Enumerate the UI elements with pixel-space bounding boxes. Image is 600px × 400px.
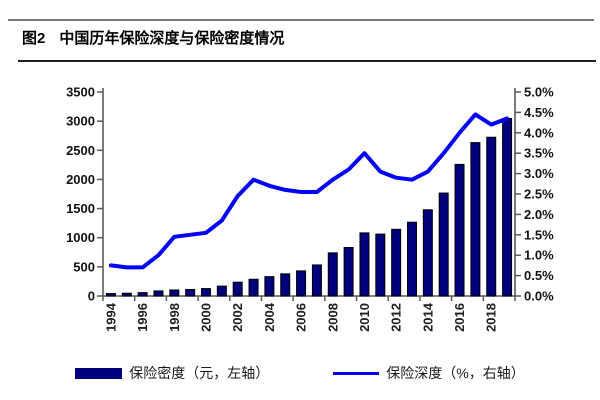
figure-title: 图2 中国历年保险深度与保险密度情况 [22, 27, 284, 48]
x-tick-label-1994: 1994 [103, 302, 118, 332]
density-bar-2016 [454, 163, 465, 297]
density-bar-2015 [438, 192, 449, 297]
right-axis-tick-label: 4.5% [524, 105, 554, 120]
density-bar-1994 [105, 293, 116, 297]
left-axis-tick-label: 1500 [66, 201, 95, 216]
chart-svg: 0 500 1000 1500 2000 2500 3000 3500 0.0% 0.5% 1.0%… [66, 85, 554, 332]
left-axis-tick-label: 500 [73, 259, 95, 274]
figure-title-text: 中国历年保险深度与保险密度情况 [59, 30, 285, 47]
x-tick-label-2012: 2012 [389, 303, 404, 332]
figure-label: 图2 [22, 30, 46, 47]
density-bar-2003 [248, 278, 259, 297]
x-tick-label-2004: 2004 [262, 302, 277, 332]
x-tick-label-2010: 2010 [357, 303, 372, 332]
top-divider [8, 19, 594, 21]
right-axis-tick-label: 3.0% [524, 166, 554, 181]
x-tick-label-2008: 2008 [325, 303, 340, 332]
density-bar-1999 [185, 288, 196, 297]
depth-line-swatch [333, 371, 380, 375]
left-axis-tick-label: 1000 [66, 230, 95, 245]
title-underline [18, 60, 596, 62]
density-bar-2011 [375, 233, 386, 297]
depth-line [108, 112, 510, 270]
right-axis-tick-label: 5.0% [524, 85, 554, 100]
right-axis-tick-label: 0.0% [524, 289, 554, 304]
x-tick-label-2006: 2006 [294, 303, 309, 332]
x-tick-label-2002: 2002 [230, 303, 245, 332]
right-axis-tick-label: 1.0% [524, 248, 554, 263]
legend-label-density: 保险密度（元，左轴） [129, 365, 270, 381]
chart-legend: 保险密度（元，左轴） 保险深度（%，右轴） [0, 363, 600, 383]
right-axis-tick-label: 2.5% [524, 187, 554, 202]
legend-item-depth: 保险深度（%，右轴） [333, 363, 525, 383]
density-bar-2005 [280, 273, 291, 297]
x-tick-label-2018: 2018 [484, 303, 499, 332]
density-bar-2004 [264, 276, 275, 297]
x-tick-label-1996: 1996 [135, 303, 150, 332]
density-bar-2010 [359, 232, 370, 297]
density-bar-2008 [327, 252, 338, 297]
density-bar-2001 [216, 285, 227, 297]
density-bar-2013 [407, 221, 417, 297]
x-tick-label-2014: 2014 [420, 302, 435, 332]
right-axis-tick-label: 3.5% [524, 146, 554, 161]
density-bar-2006 [296, 270, 307, 297]
right-axis-tick-label: 4.0% [524, 125, 554, 140]
right-axis-tick-label: 1.5% [524, 227, 554, 242]
left-axis-tick-label: 2000 [66, 172, 95, 187]
left-axis-tick-label: 3000 [66, 114, 95, 129]
density-bar-1997 [153, 290, 164, 297]
density-bar-2000 [201, 288, 211, 297]
left-axis-tick-label: 0 [88, 289, 95, 304]
density-bar-2007 [311, 264, 322, 297]
left-axis-tick-label: 2500 [66, 143, 95, 158]
density-bar-2009 [343, 247, 354, 297]
density-bar-2017 [470, 142, 481, 297]
right-axis-tick-label: 2.0% [524, 207, 554, 222]
density-bar-1996 [137, 292, 148, 297]
density-bar-2014 [422, 209, 433, 297]
right-axis-tick-label: 0.5% [524, 268, 554, 283]
density-bar-2002 [232, 281, 243, 297]
density-bar-2012 [391, 228, 402, 297]
density-bar-swatch [75, 367, 123, 379]
density-bar-2019 [502, 117, 513, 297]
density-bar-1998 [169, 289, 180, 297]
density-bar-1995 [121, 292, 132, 297]
legend-item-density: 保险密度（元，左轴） [75, 363, 269, 383]
x-tick-label-2000: 2000 [199, 303, 214, 332]
density-bar-2018 [486, 136, 497, 297]
legend-label-depth: 保险深度（%，右轴） [386, 365, 525, 381]
left-axis-tick-label: 3500 [66, 85, 95, 100]
x-tick-label-1998: 1998 [167, 303, 182, 332]
x-tick-label-2016: 2016 [452, 303, 467, 332]
